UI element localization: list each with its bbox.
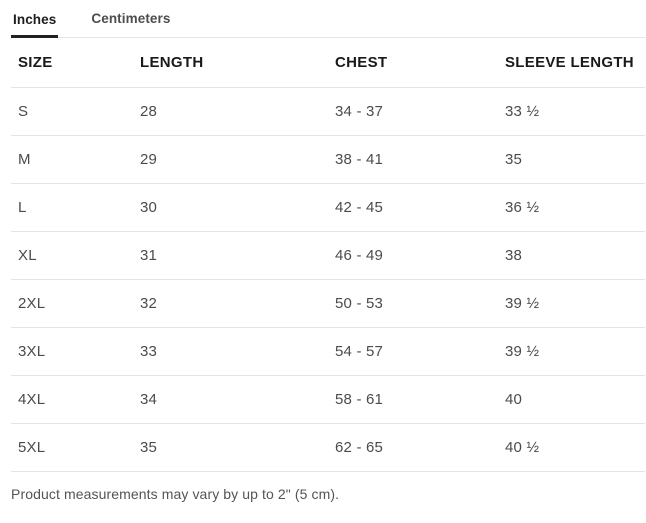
chest-cell: 58 - 61 — [328, 375, 498, 424]
tab-inches[interactable]: Inches — [11, 1, 59, 38]
table-row-4xl: 4XL 34 58 - 61 40 — [11, 375, 645, 424]
size-cell: M — [11, 135, 133, 184]
size-cell: 5XL — [11, 423, 133, 472]
sleeve-length-cell: 40 ½ — [498, 423, 645, 472]
size-cell: 4XL — [11, 375, 133, 424]
table-row-m: M 29 38 - 41 35 — [11, 135, 645, 184]
size-chart-table: SIZE LENGTH CHEST SLEEVE LENGTH S 28 34 … — [11, 38, 645, 472]
chest-cell: 42 - 45 — [328, 183, 498, 232]
unit-tabs: Inches Centimeters — [11, 0, 645, 38]
size-cell: S — [11, 87, 133, 136]
sleeve-length-cell: 39 ½ — [498, 279, 645, 328]
length-cell: 30 — [133, 183, 328, 232]
size-cell: 3XL — [11, 327, 133, 376]
length-cell: 33 — [133, 327, 328, 376]
column-header-length: LENGTH — [133, 38, 328, 88]
length-cell: 35 — [133, 423, 328, 472]
table-row-l: L 30 42 - 45 36 ½ — [11, 183, 645, 232]
length-cell: 29 — [133, 135, 328, 184]
length-cell: 28 — [133, 87, 328, 136]
chest-cell: 54 - 57 — [328, 327, 498, 376]
sleeve-length-cell: 40 — [498, 375, 645, 424]
column-header-chest: CHEST — [328, 38, 498, 88]
header-row: SIZE LENGTH CHEST SLEEVE LENGTH — [11, 38, 645, 88]
chest-cell: 50 - 53 — [328, 279, 498, 328]
sleeve-length-cell: 38 — [498, 231, 645, 280]
table-row-3xl: 3XL 33 54 - 57 39 ½ — [11, 327, 645, 376]
table-row-xl: XL 31 46 - 49 38 — [11, 231, 645, 280]
length-cell: 32 — [133, 279, 328, 328]
sleeve-length-cell: 35 — [498, 135, 645, 184]
chest-cell: 34 - 37 — [328, 87, 498, 136]
size-cell: 2XL — [11, 279, 133, 328]
tab-centimeters[interactable]: Centimeters — [91, 11, 171, 26]
sleeve-length-cell: 36 ½ — [498, 183, 645, 232]
chest-cell: 46 - 49 — [328, 231, 498, 280]
size-cell: XL — [11, 231, 133, 280]
column-header-size: SIZE — [11, 38, 133, 88]
measurement-note: Product measurements may vary by up to 2… — [11, 486, 340, 502]
chest-cell: 62 - 65 — [328, 423, 498, 472]
length-cell: 31 — [133, 231, 328, 280]
table-row-2xl: 2XL 32 50 - 53 39 ½ — [11, 279, 645, 328]
size-cell: L — [11, 183, 133, 232]
chest-cell: 38 - 41 — [328, 135, 498, 184]
column-header-sleeve-length: SLEEVE LENGTH — [498, 38, 645, 88]
sleeve-length-cell: 39 ½ — [498, 327, 645, 376]
table-row-s: S 28 34 - 37 33 ½ — [11, 87, 645, 136]
table-row-5xl: 5XL 35 62 - 65 40 ½ — [11, 423, 645, 472]
sleeve-length-cell: 33 ½ — [498, 87, 645, 136]
length-cell: 34 — [133, 375, 328, 424]
